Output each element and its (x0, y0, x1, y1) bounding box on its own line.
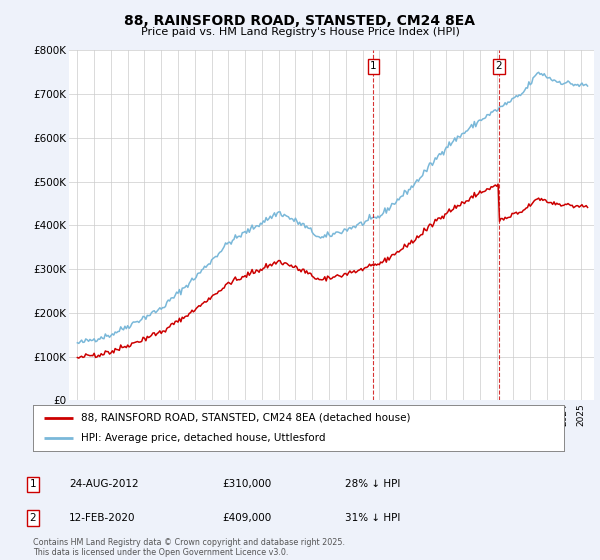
Text: 2: 2 (496, 61, 502, 71)
Text: HPI: Average price, detached house, Uttlesford: HPI: Average price, detached house, Uttl… (81, 433, 325, 443)
Text: 1: 1 (370, 61, 377, 71)
Text: 12-FEB-2020: 12-FEB-2020 (69, 513, 136, 523)
Text: 31% ↓ HPI: 31% ↓ HPI (345, 513, 400, 523)
Text: 1: 1 (29, 479, 37, 489)
Text: 28% ↓ HPI: 28% ↓ HPI (345, 479, 400, 489)
Text: Contains HM Land Registry data © Crown copyright and database right 2025.
This d: Contains HM Land Registry data © Crown c… (33, 538, 345, 557)
Text: 88, RAINSFORD ROAD, STANSTED, CM24 8EA (detached house): 88, RAINSFORD ROAD, STANSTED, CM24 8EA (… (81, 413, 410, 423)
Text: 2: 2 (29, 513, 37, 523)
Text: 88, RAINSFORD ROAD, STANSTED, CM24 8EA: 88, RAINSFORD ROAD, STANSTED, CM24 8EA (125, 14, 476, 28)
Text: £310,000: £310,000 (222, 479, 271, 489)
Text: £409,000: £409,000 (222, 513, 271, 523)
Text: 24-AUG-2012: 24-AUG-2012 (69, 479, 139, 489)
Text: Price paid vs. HM Land Registry's House Price Index (HPI): Price paid vs. HM Land Registry's House … (140, 27, 460, 37)
